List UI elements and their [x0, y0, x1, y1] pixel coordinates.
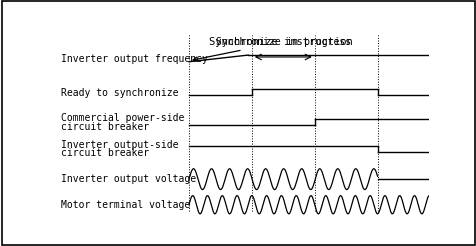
Text: circuit breaker: circuit breaker [61, 148, 149, 158]
Text: Inverter output voltage: Inverter output voltage [61, 174, 196, 184]
Text: Inverter output-side: Inverter output-side [61, 140, 178, 150]
Text: Commercial power-side: Commercial power-side [61, 113, 185, 123]
Text: Motor terminal voltage: Motor terminal voltage [61, 200, 190, 210]
Text: circuit breaker: circuit breaker [61, 122, 149, 132]
Text: Synchronize in progress: Synchronize in progress [215, 37, 350, 46]
Text: Synchronize instruction: Synchronize instruction [193, 37, 352, 61]
Text: Ready to synchronize: Ready to synchronize [61, 88, 178, 98]
Text: Inverter output frequency: Inverter output frequency [61, 54, 208, 64]
